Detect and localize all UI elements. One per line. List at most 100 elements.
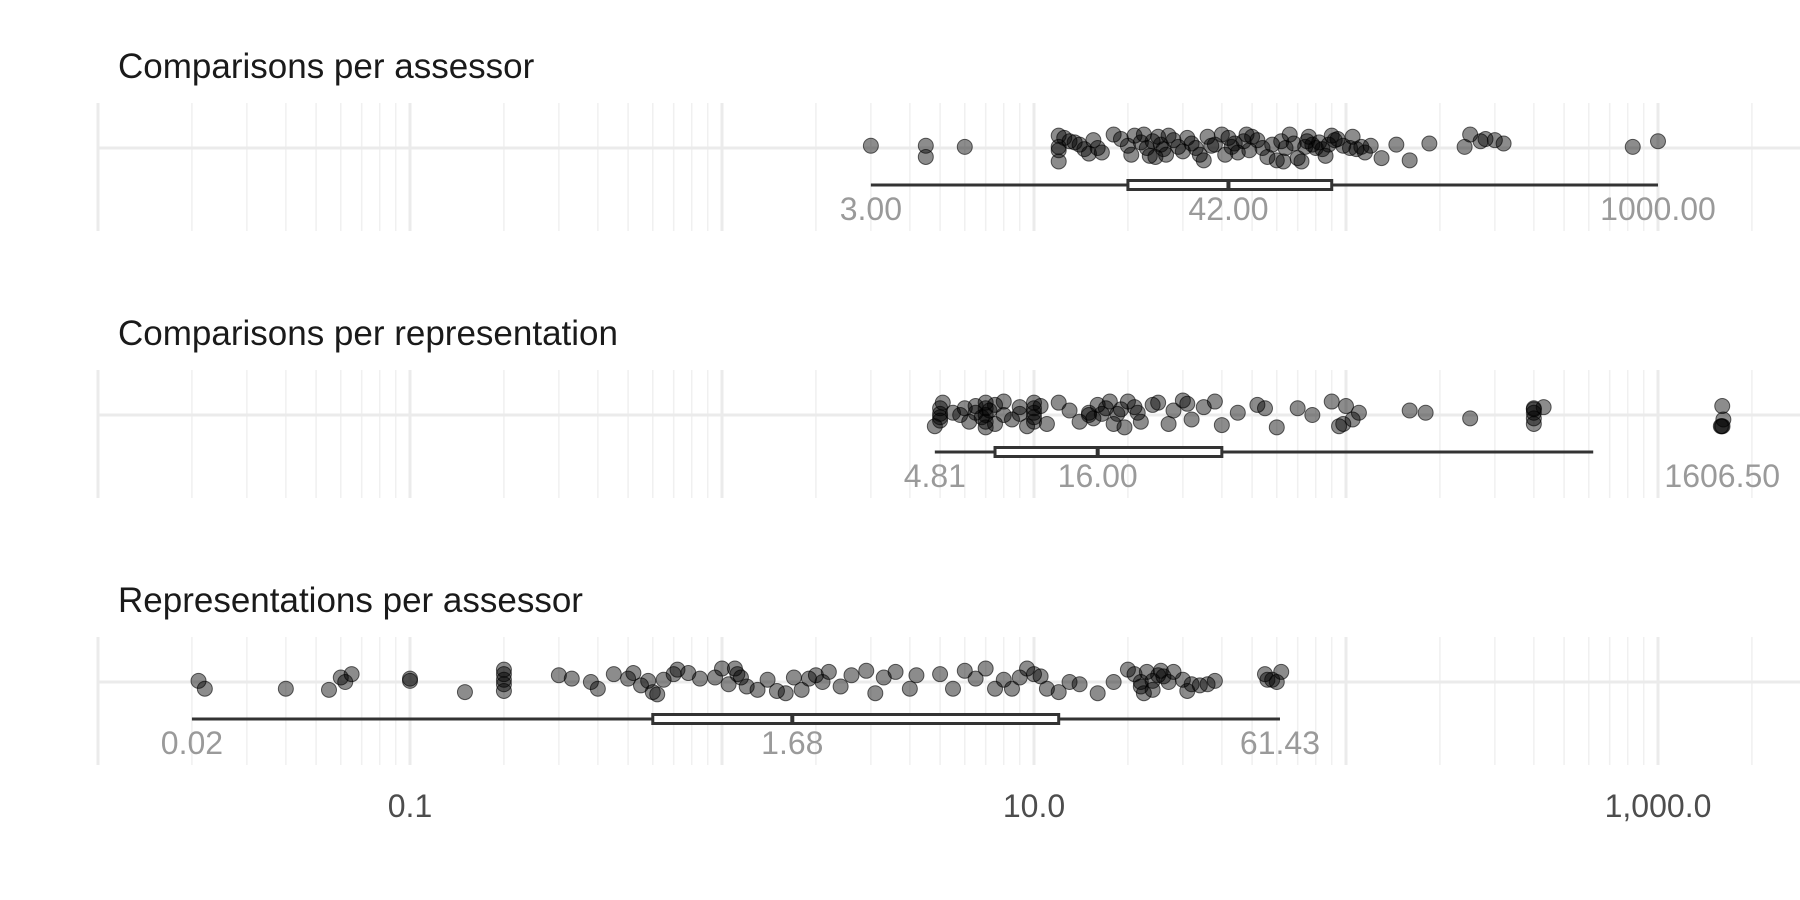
data-point-0-88 [1421,135,1438,152]
data-point-2-47 [820,663,837,680]
data-point-2-73 [1105,674,1122,690]
data-point-0-87 [1401,152,1418,169]
data-point-1-33 [1038,415,1055,432]
data-point-0-55 [1254,140,1271,156]
data-point-1-80 [1525,415,1542,432]
data-point-2-70 [1061,674,1078,690]
data-point-2-3 [320,681,337,698]
data-point-1-78 [1525,404,1542,421]
data-point-2-48 [832,678,849,695]
panel-0: Comparisons per assessor 3.00 42.00 1000.00 [118,47,1716,227]
data-point-2-32 [714,660,730,677]
data-point-0-57 [1264,136,1281,153]
stat-label-0: 4.81 [904,458,966,494]
data-point-0-95 [1624,138,1641,155]
data-point-1-51 [1132,413,1149,430]
data-point-1-58 [1183,411,1200,428]
data-point-2-19 [605,666,622,683]
data-point-1-29 [1026,404,1042,421]
data-point-2-29 [680,665,697,682]
x-tick-label-0: 0.1 [388,788,432,824]
data-point-1-66 [1289,400,1306,417]
data-point-2-92 [1206,672,1223,689]
data-point-2-53 [887,663,904,680]
stat-label-0: 3.00 [840,191,902,227]
x-tick-label-2: 1,000.0 [1605,788,1712,824]
data-point-1-13 [977,394,994,411]
data-point-1-82 [1535,399,1552,416]
data-point-1-48 [1119,393,1136,410]
data-point-0-14 [1085,132,1102,149]
data-point-2-8 [402,672,418,689]
x-tick-label-1: 10.0 [1003,788,1065,824]
data-point-2-26 [655,671,672,688]
data-point-1-69 [1331,418,1348,435]
data-point-0-1 [917,148,934,165]
data-point-1-76 [1462,410,1479,427]
data-point-0-58 [1268,152,1285,169]
data-point-1-22 [995,407,1012,423]
iqr-box [651,713,1061,725]
data-point-0-2 [917,137,934,154]
data-point-1-60 [1206,393,1223,410]
data-point-2-56 [932,666,949,683]
grid-layer [96,103,1800,765]
data-point-1-40 [1089,396,1106,413]
data-point-1-54 [1160,415,1177,432]
data-point-0-40 [1195,152,1212,169]
data-point-2-39 [759,671,776,688]
data-point-0-18 [1112,131,1129,148]
data-point-2-38 [749,681,766,698]
data-point-2-97 [1273,663,1290,680]
data-point-1-47 [1116,419,1133,436]
data-point-1-64 [1256,400,1273,417]
data-point-1-55 [1165,402,1182,419]
data-point-0-56 [1259,148,1276,165]
data-point-1-87 [1714,418,1731,435]
data-point-2-13 [495,676,512,693]
stat-label-1: 1.68 [761,725,823,761]
data-point-1-24 [1011,399,1028,416]
data-point-2-45 [807,667,824,684]
data-point-1-4 [932,412,949,429]
data-point-2-63 [1003,680,1020,697]
data-point-1-72 [1344,411,1361,428]
data-point-0-9 [1061,133,1078,150]
data-point-1-57 [1179,395,1196,412]
data-point-2-25 [649,686,666,703]
stat-label-2: 1000.00 [1600,191,1716,227]
data-point-1-53 [1150,394,1167,411]
data-point-2-66 [1026,666,1042,683]
data-point-0-94 [1495,135,1512,152]
data-point-0-84 [1362,137,1379,154]
panel-title: Representations per assessor [118,581,583,620]
data-point-2-86 [1165,663,1182,680]
stat-label-1: 16.00 [1058,458,1138,494]
data-point-2-46 [814,674,831,690]
data-point-0-16 [1093,144,1110,161]
data-point-2-18 [589,680,606,697]
data-point-0-7 [1050,153,1067,170]
data-point-1-5 [934,394,951,411]
panel-title: Comparisons per assessor [118,47,535,86]
data-point-0-3 [956,138,973,155]
data-point-0-54 [1249,132,1266,149]
data-point-1-74 [1401,402,1418,419]
data-point-2-78 [1135,685,1152,702]
data-point-0-0 [862,137,879,154]
data-point-1-67 [1304,407,1321,423]
data-point-1-65 [1268,419,1285,436]
panel-title: Comparisons per representation [118,314,618,353]
data-point-1-19 [987,396,1004,413]
data-point-1-61 [1213,417,1230,434]
data-point-1-71 [1338,398,1354,415]
data-point-2-58 [956,662,973,679]
data-point-2-57 [944,680,961,697]
data-point-2-41 [777,685,794,702]
data-point-2-17 [582,674,599,690]
data-point-0-60 [1275,153,1292,170]
data-point-0-80 [1344,128,1361,145]
panel-1: Comparisons per representation 4.81 16.00 1… [118,314,1780,494]
data-point-0-86 [1388,136,1405,153]
data-point-2-60 [977,660,994,677]
